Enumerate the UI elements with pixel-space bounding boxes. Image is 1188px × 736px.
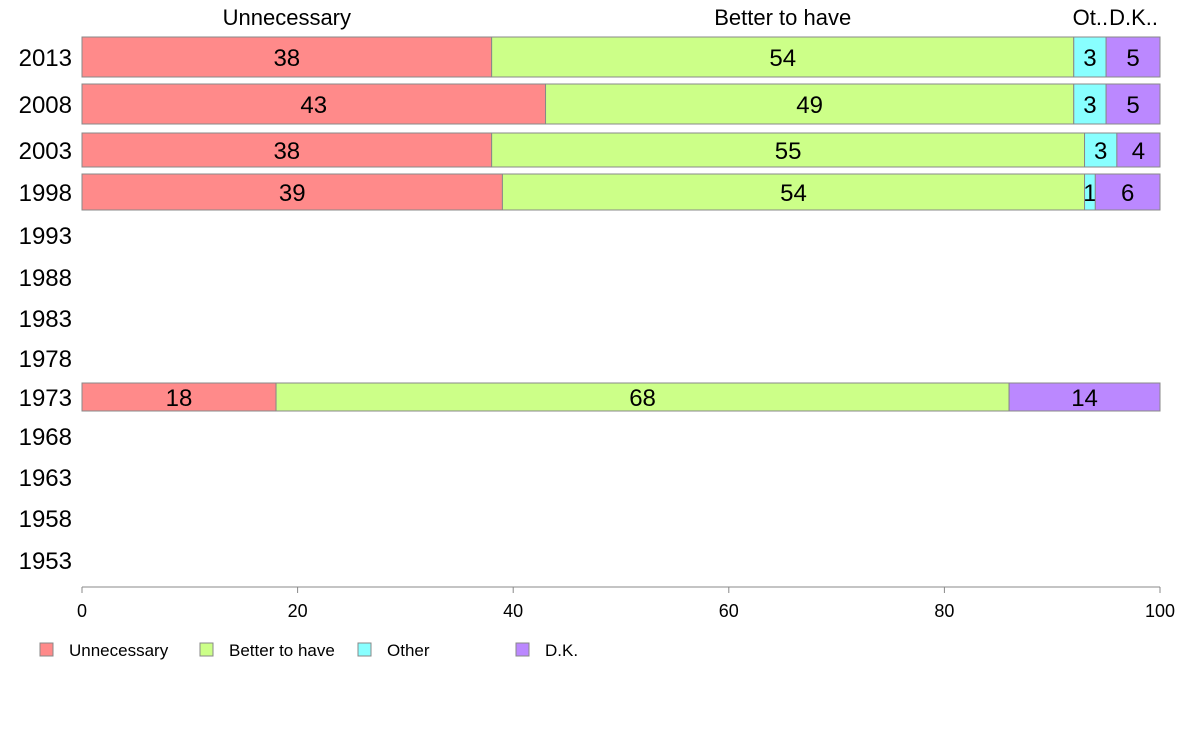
x-tick-label-80: 80 bbox=[934, 601, 954, 621]
year-label-1953: 1953 bbox=[19, 548, 72, 575]
legend-swatch-0 bbox=[39, 642, 54, 657]
legend-swatch-1 bbox=[199, 642, 214, 657]
bar-2003-unnecessary bbox=[81, 132, 493, 168]
year-label-1978: 1978 bbox=[19, 346, 72, 373]
bar-2008-unnecessary bbox=[81, 83, 547, 125]
bar-value-1998-3: 6 bbox=[1121, 180, 1134, 207]
year-label-1968: 1968 bbox=[19, 424, 72, 451]
bar-2013-other bbox=[1073, 36, 1107, 78]
top-label-1: Better to have bbox=[714, 5, 851, 30]
bars: 38 54 3 543 49 3 538 55 3 439 54 1 618 68 14 bbox=[81, 36, 1161, 412]
bar-2013-better-to-have bbox=[491, 36, 1075, 78]
year-label-2008: 2008 bbox=[19, 92, 72, 119]
legend: Unnecessary Better to have Other D.K. bbox=[39, 641, 578, 660]
x-tick-label-0: 0 bbox=[77, 601, 87, 621]
bar-value-2013-3: 5 bbox=[1126, 45, 1139, 72]
year-label-1983: 1983 bbox=[19, 306, 72, 333]
legend-label-2: Other bbox=[387, 641, 430, 660]
bar-value-1998-2: 1 bbox=[1083, 180, 1096, 207]
top-label-2: Ot.. bbox=[1073, 5, 1108, 30]
x-axis: 0 20 40 60 80 100 bbox=[77, 586, 1175, 621]
bar-1998-unnecessary bbox=[81, 173, 503, 211]
bar-2013-unnecessary bbox=[81, 36, 493, 78]
legend-label-1: Better to have bbox=[229, 641, 335, 660]
legend-swatch-3 bbox=[515, 642, 530, 657]
bar-value-2008-0: 43 bbox=[300, 92, 327, 119]
bar-2003-better-to-have bbox=[491, 132, 1086, 168]
year-label-1988: 1988 bbox=[19, 265, 72, 292]
bar-value-1998-1: 54 bbox=[780, 180, 807, 207]
bar-2008-better-to-have bbox=[545, 83, 1075, 125]
bar-value-2008-3: 5 bbox=[1126, 92, 1139, 119]
bar-value-1998-0: 39 bbox=[279, 180, 306, 207]
legend-label-3: D.K. bbox=[545, 641, 578, 660]
year-label-1998: 1998 bbox=[19, 180, 72, 207]
year-labels: 2013 2008 2003 1998 1993 1988 1983 1978 1973 1968… bbox=[19, 45, 72, 575]
top-labels: Unnecessary Better to have Ot.. D.K.. bbox=[223, 5, 1158, 30]
bar-value-2003-3: 4 bbox=[1132, 138, 1145, 165]
bar-value-2008-2: 3 bbox=[1083, 92, 1096, 119]
bar-value-2003-1: 55 bbox=[775, 138, 802, 165]
bar-1973-d-k- bbox=[1008, 382, 1161, 412]
year-label-1963: 1963 bbox=[19, 465, 72, 492]
x-tick-label-40: 40 bbox=[503, 601, 523, 621]
year-label-1958: 1958 bbox=[19, 506, 72, 533]
year-label-2013: 2013 bbox=[19, 45, 72, 72]
bar-value-1973-3: 14 bbox=[1071, 385, 1098, 412]
bar-value-2008-1: 49 bbox=[796, 92, 823, 119]
bar-value-1973-1: 68 bbox=[629, 385, 656, 412]
bar-2008-other bbox=[1073, 83, 1107, 125]
bar-1998-d-k- bbox=[1094, 173, 1161, 211]
bar-value-2003-2: 3 bbox=[1094, 138, 1107, 165]
bar-value-2013-0: 38 bbox=[273, 45, 300, 72]
top-label-0: Unnecessary bbox=[223, 5, 351, 30]
year-label-1993: 1993 bbox=[19, 223, 72, 250]
legend-swatch-2 bbox=[357, 642, 372, 657]
bar-2008-d-k- bbox=[1105, 83, 1161, 125]
legend-label-0: Unnecessary bbox=[69, 641, 169, 660]
bar-value-2013-2: 3 bbox=[1083, 45, 1096, 72]
year-label-2003: 2003 bbox=[19, 138, 72, 165]
bar-1998-better-to-have bbox=[501, 173, 1086, 211]
year-label-1973: 1973 bbox=[19, 385, 72, 412]
bar-value-2013-1: 54 bbox=[769, 45, 796, 72]
bar-value-1973-0: 18 bbox=[166, 385, 193, 412]
x-tick-label-60: 60 bbox=[719, 601, 739, 621]
top-label-3: D.K.. bbox=[1109, 5, 1158, 30]
x-tick-label-20: 20 bbox=[288, 601, 308, 621]
bar-value-2003-0: 38 bbox=[273, 138, 300, 165]
bar-2013-d-k- bbox=[1105, 36, 1161, 78]
x-tick-label-100: 100 bbox=[1145, 601, 1175, 621]
bar-2003-d-k- bbox=[1116, 132, 1161, 168]
